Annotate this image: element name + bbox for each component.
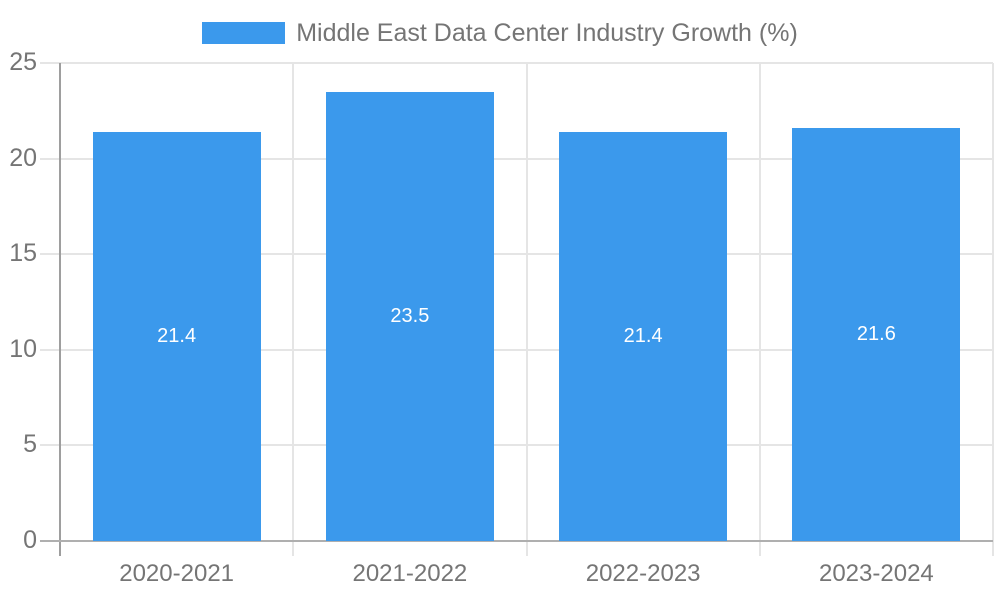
legend-item[interactable]: Middle East Data Center Industry Growth … — [0, 18, 1000, 48]
legend-label: Middle East Data Center Industry Growth … — [296, 19, 798, 47]
y-axis-tick — [40, 444, 60, 447]
y-tick-label: 5 — [23, 430, 37, 459]
v-gridline — [992, 63, 994, 556]
bar-2022-2023[interactable]: 21.4 — [559, 131, 728, 541]
x-axis-line — [40, 540, 993, 542]
y-axis-tick — [40, 62, 60, 64]
v-gridline — [525, 63, 528, 556]
y-tick-label: 15 — [9, 239, 37, 268]
y-axis-tick — [40, 253, 60, 256]
y-axis-tick — [40, 348, 60, 351]
bar-value-label: 21.4 — [623, 325, 663, 348]
bar-value-label: 21.6 — [856, 323, 896, 346]
x-tick-label: 2021-2022 — [352, 560, 468, 587]
bar-2020-2021[interactable]: 21.4 — [92, 131, 261, 541]
v-gridline — [292, 63, 295, 556]
y-tick-label: 10 — [9, 334, 37, 363]
y-tick-label: 25 — [9, 48, 37, 76]
y-tick-label: 0 — [23, 526, 37, 554]
y-axis-line — [59, 63, 61, 556]
legend-swatch — [202, 22, 286, 44]
v-gridline — [758, 63, 761, 556]
x-tick-label: 2020-2021 — [119, 560, 235, 587]
x-tick-label: 2023-2024 — [818, 560, 934, 587]
bar-value-label: 23.5 — [390, 305, 430, 328]
bar-2023-2024[interactable]: 21.6 — [792, 128, 961, 541]
y-axis-tick — [40, 157, 60, 160]
bar-2021-2022[interactable]: 23.5 — [325, 91, 494, 541]
bar-value-label: 21.4 — [157, 325, 197, 348]
y-tick-label: 20 — [9, 143, 37, 172]
x-tick-label: 2022-2023 — [585, 560, 701, 587]
